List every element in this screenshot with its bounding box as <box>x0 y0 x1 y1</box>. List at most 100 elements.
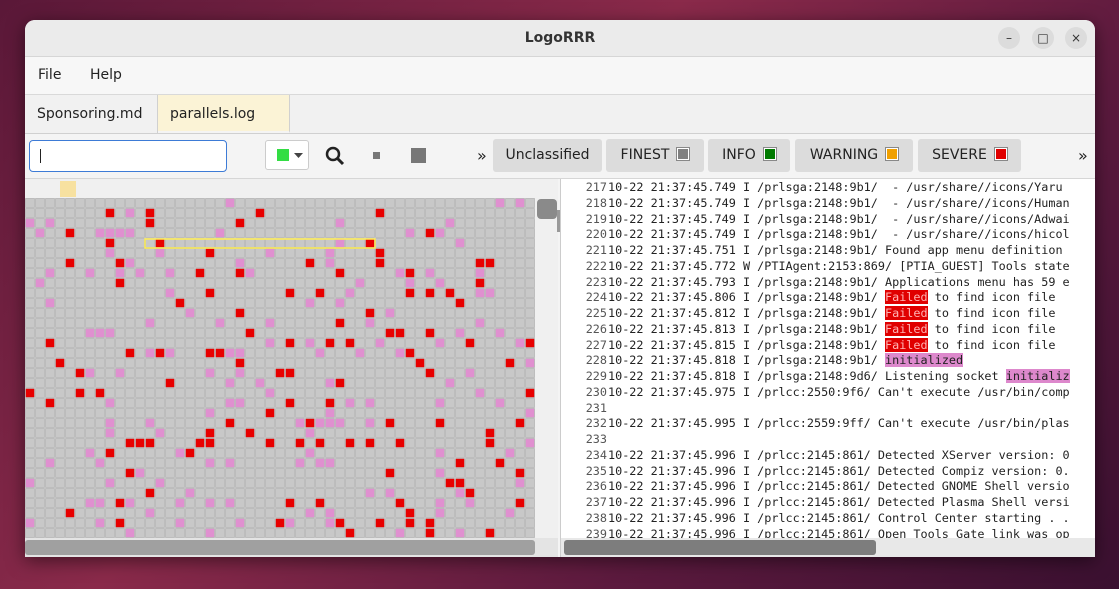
grid-cell <box>325 448 335 458</box>
color-picker[interactable] <box>265 140 309 170</box>
grid-cell <box>55 308 65 318</box>
grid-cell <box>95 478 105 488</box>
grid-cell <box>445 498 455 508</box>
grid-cell <box>505 468 515 478</box>
grid-cell <box>75 478 85 488</box>
grid-cell <box>475 508 485 518</box>
grid-cell <box>525 318 535 328</box>
grid-cell <box>255 258 265 268</box>
grid-cell <box>375 298 385 308</box>
search-icon[interactable] <box>325 146 345 166</box>
grid-cell <box>25 318 35 328</box>
grid-cell <box>265 518 275 528</box>
grid-cell <box>265 528 275 538</box>
square-button[interactable] <box>411 148 426 163</box>
grid-cell <box>145 528 155 538</box>
small-square-button[interactable] <box>373 152 380 159</box>
grid-cell <box>225 268 235 278</box>
grid-cell <box>285 498 295 508</box>
maximize-button[interactable]: □ <box>1032 27 1054 49</box>
grid-cell <box>435 358 445 368</box>
grid-cell <box>445 288 455 298</box>
grid-cell <box>245 348 255 358</box>
grid-cell <box>305 528 315 538</box>
overflow-right[interactable]: » <box>1078 146 1088 165</box>
grid-cell <box>405 458 415 468</box>
grid-cell <box>105 228 115 238</box>
grid-cell <box>375 238 385 248</box>
grid-cell <box>435 418 445 428</box>
grid-cell <box>35 418 45 428</box>
grid-cell <box>515 518 525 528</box>
grid-cell <box>215 388 225 398</box>
grid-cell <box>195 208 205 218</box>
grid-cell <box>395 428 405 438</box>
grid-cell <box>255 518 265 528</box>
overflow-left[interactable]: » <box>477 146 487 165</box>
grid-cell <box>25 328 35 338</box>
grid-cell <box>235 288 245 298</box>
grid-cell <box>205 418 215 428</box>
grid-cell <box>165 248 175 258</box>
log-line: 10-22 21:37:45.996 I /prlcc:2145:861/ De… <box>608 464 1076 478</box>
grid-cell <box>235 258 245 268</box>
grid-cell <box>195 518 205 528</box>
grid-cell <box>25 358 35 368</box>
search-input[interactable] <box>29 140 227 172</box>
filter-button[interactable]: FINEST <box>606 139 704 172</box>
grid-cell <box>415 508 425 518</box>
grid-cell <box>195 328 205 338</box>
grid-cell <box>115 438 125 448</box>
grid-cell <box>145 368 155 378</box>
grid-cell <box>525 378 535 388</box>
grid-cell <box>25 298 35 308</box>
grid-cell <box>345 198 355 208</box>
splitter-handle[interactable] <box>557 210 560 232</box>
tab-active[interactable]: parallels.log × <box>158 95 290 160</box>
grid-cell <box>305 508 315 518</box>
filter-button[interactable]: SEVERE <box>918 139 1021 172</box>
h-scroll-thumb[interactable] <box>564 540 876 555</box>
grid-cell <box>505 278 515 288</box>
grid-cell <box>155 348 165 358</box>
grid-cell <box>155 448 165 458</box>
grid-cell <box>75 488 85 498</box>
grid-cell <box>415 518 425 528</box>
grid-cell <box>385 488 395 498</box>
v-scroll-thumb[interactable] <box>537 199 557 219</box>
grid-cell <box>25 218 35 228</box>
filter-button[interactable]: INFO <box>708 139 790 172</box>
grid-cell <box>285 308 295 318</box>
filter-button[interactable]: Unclassified <box>493 139 602 172</box>
grid-cell <box>485 248 495 258</box>
grid-cell <box>75 248 85 258</box>
tab[interactable]: Sponsoring.md <box>25 95 158 133</box>
grid-cell <box>485 228 495 238</box>
grid-cell <box>195 218 205 228</box>
minimize-button[interactable]: – <box>998 27 1020 49</box>
grid-cell <box>495 258 505 268</box>
grid-cell <box>335 318 345 328</box>
grid-cell <box>155 318 165 328</box>
grid-cell <box>445 248 455 258</box>
grid-cell <box>245 518 255 528</box>
grid-cell <box>295 308 305 318</box>
grid-cell <box>235 298 245 308</box>
h-scroll-thumb[interactable] <box>25 540 535 555</box>
grid-cell <box>45 198 55 208</box>
grid-cell <box>485 358 495 368</box>
log-line: 10-22 21:37:45.812 I /prlsga:2148:9b1/ F… <box>608 306 1076 320</box>
grid-cell <box>145 298 155 308</box>
grid-cell <box>125 278 135 288</box>
filter-button[interactable]: WARNING <box>795 139 913 172</box>
close-button[interactable]: × <box>1065 27 1087 49</box>
grid-cell <box>205 268 215 278</box>
grid-cell <box>295 248 305 258</box>
menu-item[interactable]: File <box>38 67 62 83</box>
grid-cell <box>405 258 415 268</box>
grid-cell <box>355 378 365 388</box>
menu-item[interactable]: Help <box>90 67 122 83</box>
grid-cell <box>515 378 525 388</box>
grid-cell <box>425 248 435 258</box>
grid-cell <box>505 428 515 438</box>
